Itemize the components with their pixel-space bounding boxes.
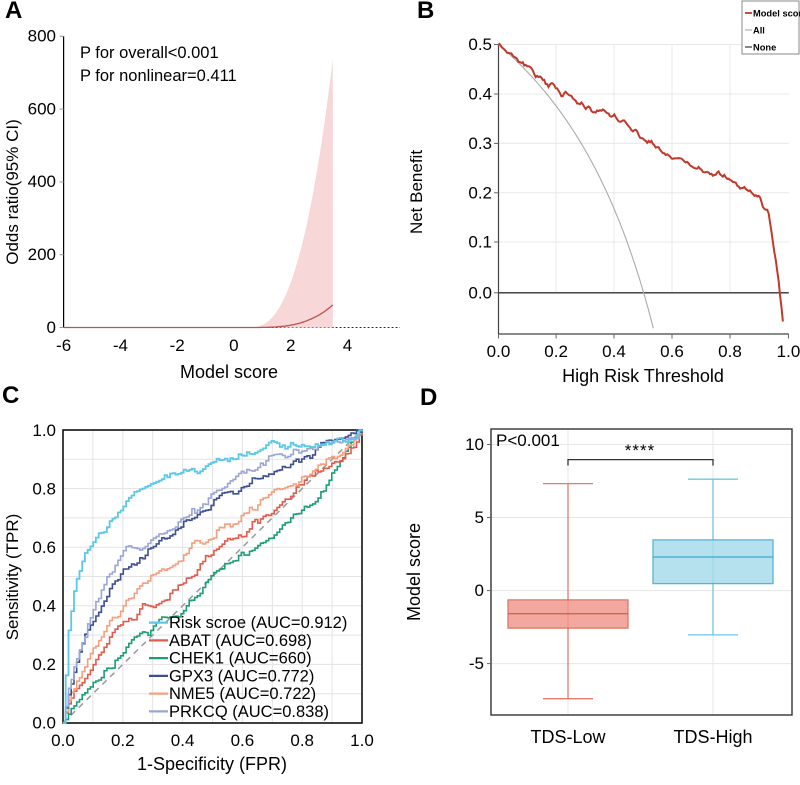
svg-text:TDS-High: TDS-High (673, 727, 752, 747)
svg-text:2: 2 (286, 336, 295, 355)
svg-text:CHEK1 (AUC=660): CHEK1 (AUC=660) (169, 650, 312, 668)
svg-text:0.4: 0.4 (468, 85, 492, 104)
svg-text:-4: -4 (113, 336, 128, 355)
svg-text:High Risk Threshold: High Risk Threshold (562, 366, 724, 386)
svg-text:Net Benefit: Net Benefit (407, 150, 426, 234)
svg-text:None: None (753, 42, 776, 52)
svg-text:ABAT (AUC=0.698): ABAT (AUC=0.698) (169, 632, 312, 650)
svg-text:0.5: 0.5 (468, 35, 492, 54)
svg-text:0.2: 0.2 (111, 731, 135, 750)
svg-text:800: 800 (28, 27, 56, 46)
svg-text:NME5 (AUC=0.722): NME5 (AUC=0.722) (169, 685, 316, 703)
svg-text:0.3: 0.3 (468, 134, 492, 153)
svg-text:0.8: 0.8 (32, 480, 56, 499)
svg-text:1.0: 1.0 (32, 421, 56, 440)
svg-text:5: 5 (475, 508, 484, 527)
svg-text:All: All (753, 25, 765, 35)
svg-text:-5: -5 (469, 654, 484, 673)
svg-text:0.4: 0.4 (32, 597, 56, 616)
svg-text:0.4: 0.4 (171, 731, 195, 750)
svg-text:0.4: 0.4 (602, 342, 626, 361)
svg-text:Model score: Model score (404, 523, 424, 621)
svg-text:400: 400 (28, 172, 56, 191)
svg-text:0.0: 0.0 (487, 342, 511, 361)
svg-text:PRKCQ (AUC=0.838): PRKCQ (AUC=0.838) (169, 703, 329, 721)
svg-text:-2: -2 (170, 336, 185, 355)
svg-text:Odds ratio(95% CI): Odds ratio(95% CI) (3, 119, 22, 265)
svg-text:1.0: 1.0 (777, 342, 800, 361)
svg-text:GPX3 (AUC=0.772): GPX3 (AUC=0.772) (169, 667, 314, 685)
svg-text:P for overall<0.001: P for overall<0.001 (80, 44, 219, 62)
svg-text:0.8: 0.8 (290, 731, 314, 750)
svg-text:P for nonlinear=0.411: P for nonlinear=0.411 (80, 67, 237, 85)
svg-text:4: 4 (343, 336, 352, 355)
svg-text:10: 10 (465, 435, 484, 454)
svg-text:0.0: 0.0 (51, 731, 75, 750)
svg-text:0.2: 0.2 (544, 342, 568, 361)
svg-text:Model score: Model score (180, 362, 278, 382)
svg-text:Model score: Model score (753, 8, 800, 18)
svg-text:0: 0 (47, 318, 56, 337)
svg-text:0.0: 0.0 (32, 714, 56, 733)
svg-text:1-Specificity (FPR): 1-Specificity (FPR) (137, 754, 287, 774)
svg-text:0.6: 0.6 (660, 342, 684, 361)
svg-text:TDS-Low: TDS-Low (530, 727, 606, 747)
svg-text:0.0: 0.0 (468, 283, 492, 302)
svg-text:0.2: 0.2 (468, 183, 492, 202)
svg-text:Risk scroe (AUC=0.912): Risk scroe (AUC=0.912) (169, 614, 347, 632)
svg-text:0.2: 0.2 (32, 655, 56, 674)
svg-text:0: 0 (475, 581, 484, 600)
svg-text:0.6: 0.6 (231, 731, 255, 750)
svg-text:0.1: 0.1 (468, 233, 492, 252)
svg-text:0: 0 (229, 336, 238, 355)
svg-text:0.6: 0.6 (32, 538, 56, 557)
svg-text:Sensitivity (TPR): Sensitivity (TPR) (3, 514, 22, 641)
svg-text:1.0: 1.0 (350, 731, 374, 750)
svg-text:P<0.001: P<0.001 (496, 431, 560, 450)
svg-text:-6: -6 (56, 336, 71, 355)
svg-text:****: **** (625, 441, 655, 460)
svg-text:200: 200 (28, 245, 56, 264)
svg-text:0.8: 0.8 (718, 342, 742, 361)
svg-text:600: 600 (28, 99, 56, 118)
